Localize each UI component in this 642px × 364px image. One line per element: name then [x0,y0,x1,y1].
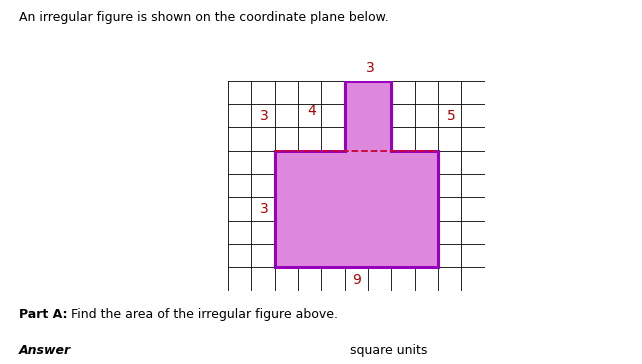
Text: square units: square units [350,344,428,357]
Text: 3: 3 [260,108,268,123]
Text: 5: 5 [446,108,455,123]
Text: An irregular figure is shown on the coordinate plane below.: An irregular figure is shown on the coor… [19,11,389,24]
Polygon shape [275,80,438,267]
Text: Find the area of the irregular figure above.: Find the area of the irregular figure ab… [67,308,338,321]
Text: 9: 9 [352,273,361,287]
Text: 3: 3 [366,61,375,75]
Text: Answer: Answer [19,344,71,357]
Text: 3: 3 [260,202,268,216]
Text: Part A:: Part A: [19,308,68,321]
Text: 4: 4 [308,104,317,118]
